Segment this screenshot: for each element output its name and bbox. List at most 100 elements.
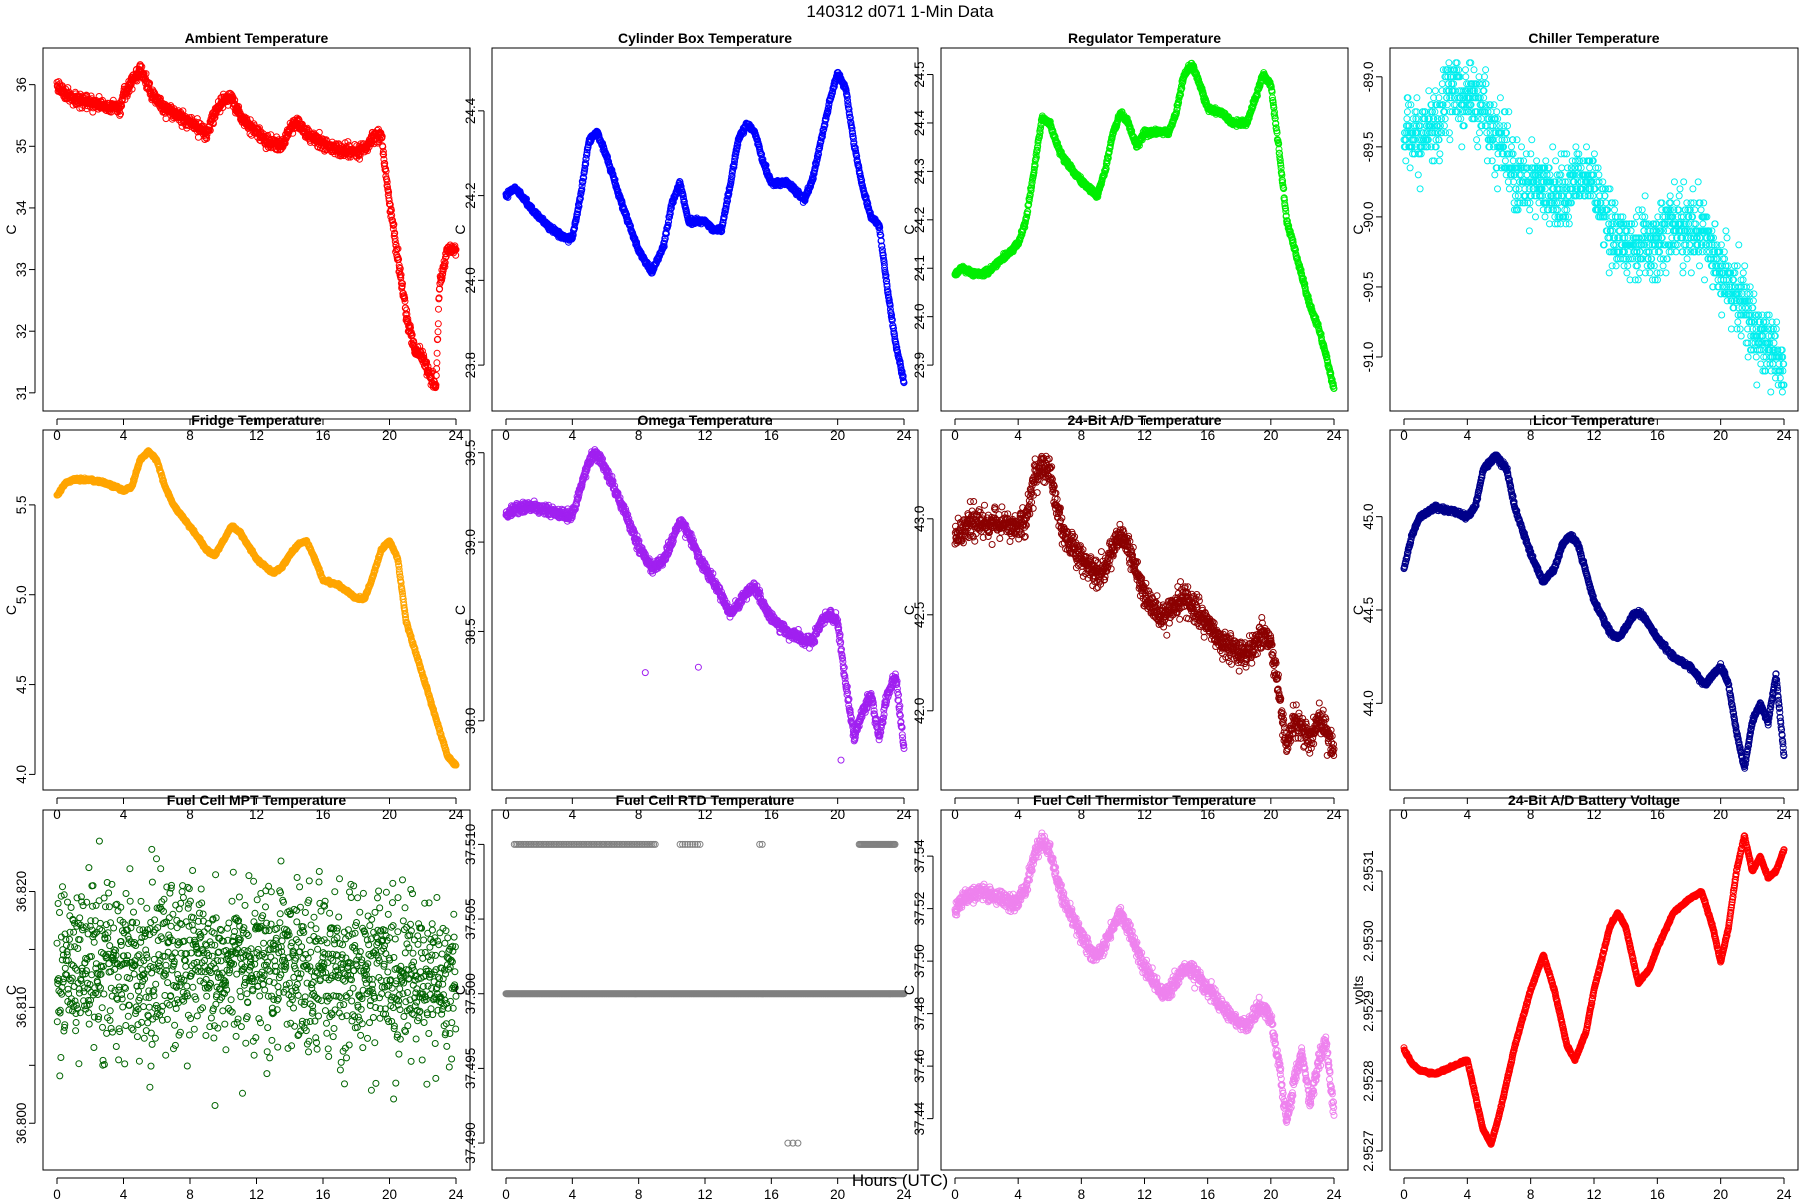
data-point <box>1541 213 1549 221</box>
data-point <box>1431 87 1439 95</box>
y-tick-label: 24.4 <box>912 109 927 136</box>
panel-title: Ambient Temperature <box>185 30 329 46</box>
data-points <box>53 61 460 392</box>
data-point <box>1458 143 1466 151</box>
data-point <box>1526 206 1534 214</box>
y-axis: 23.924.024.124.224.324.424.5 <box>912 61 934 378</box>
data-point <box>289 129 297 137</box>
data-point <box>281 139 289 147</box>
data-point <box>235 103 243 110</box>
data-point <box>117 110 124 118</box>
data-points <box>951 59 1338 392</box>
data-point <box>356 155 363 163</box>
data-point <box>1476 129 1483 137</box>
data-point <box>1494 185 1501 193</box>
data-point <box>1470 66 1478 74</box>
data-point <box>142 70 150 78</box>
y-tick-label: 24.0 <box>463 267 478 293</box>
data-point <box>206 126 214 134</box>
data-point <box>283 132 291 140</box>
y-tick-label: 24.2 <box>463 182 478 208</box>
data-point <box>1504 122 1511 130</box>
y-tick-label: 34 <box>14 200 29 216</box>
data-point <box>433 349 441 357</box>
data-point <box>1402 157 1410 165</box>
y-tick-label: 33 <box>14 262 29 277</box>
data-point <box>1518 143 1525 151</box>
y-tick-label: 24.5 <box>912 61 927 87</box>
data-point <box>1532 213 1539 221</box>
data-point <box>1413 94 1421 102</box>
data-point <box>140 73 148 81</box>
data-point <box>255 124 263 132</box>
data-point <box>1474 143 1482 151</box>
data-point <box>1403 115 1411 123</box>
x-axis-label: Hours (UTC) <box>852 1171 948 1190</box>
data-point <box>1462 66 1469 74</box>
data-point <box>1473 136 1481 144</box>
y-tick-label: 24.3 <box>912 158 927 184</box>
data-point <box>1527 150 1535 158</box>
data-point <box>1496 94 1504 102</box>
data-point <box>146 79 154 87</box>
y-tick-label: 24.4 <box>463 97 478 124</box>
data-point <box>315 128 323 136</box>
data-point <box>156 94 164 102</box>
data-point <box>203 135 211 143</box>
data-point <box>1414 171 1422 179</box>
y-tick-label: 24.2 <box>912 207 927 233</box>
y-tick-label: 36 <box>14 77 29 92</box>
y-tick-label: 35 <box>14 139 29 154</box>
data-point <box>435 305 442 313</box>
data-points <box>502 68 908 387</box>
data-point <box>138 63 146 71</box>
data-point <box>127 80 135 88</box>
data-point <box>1491 171 1499 179</box>
data-point <box>433 359 441 367</box>
data-point <box>1445 59 1453 67</box>
data-point <box>1403 108 1411 116</box>
y-tick-label: 31 <box>14 385 29 400</box>
data-point <box>231 96 239 104</box>
data-point <box>1438 80 1446 88</box>
data-point <box>1525 227 1533 235</box>
figure-title: 140312 d071 1-Min Data <box>806 2 994 21</box>
data-point <box>1425 87 1433 95</box>
data-point <box>1513 136 1521 144</box>
data-point <box>1436 150 1444 158</box>
data-point <box>1552 157 1560 165</box>
data-point <box>155 96 163 103</box>
data-point <box>1533 157 1541 165</box>
y-tick-label: 24.0 <box>912 304 927 330</box>
data-point <box>434 328 442 336</box>
data-point <box>434 320 442 328</box>
data-point <box>1482 66 1490 74</box>
y-axis-label: C <box>452 224 468 234</box>
data-point <box>1445 129 1453 137</box>
data-point <box>1501 157 1509 165</box>
data-point <box>1508 143 1515 151</box>
data-point <box>1549 143 1557 151</box>
data-point <box>1416 185 1424 193</box>
y-tick-label: 24.1 <box>912 255 927 281</box>
data-point <box>1505 185 1513 193</box>
data-point <box>1441 115 1449 123</box>
data-point <box>1505 108 1513 116</box>
y-axis-label: C <box>3 224 19 234</box>
data-points <box>1400 59 1788 396</box>
data-point <box>1462 73 1470 81</box>
data-point <box>193 115 201 123</box>
data-point <box>1440 122 1448 130</box>
data-point <box>1528 136 1536 144</box>
panel-title: Regulator Temperature <box>1068 30 1221 46</box>
panel-title: Cylinder Box Temperature <box>618 30 792 46</box>
data-point <box>1446 136 1454 144</box>
data-point <box>1542 157 1550 165</box>
data-point <box>150 88 158 96</box>
